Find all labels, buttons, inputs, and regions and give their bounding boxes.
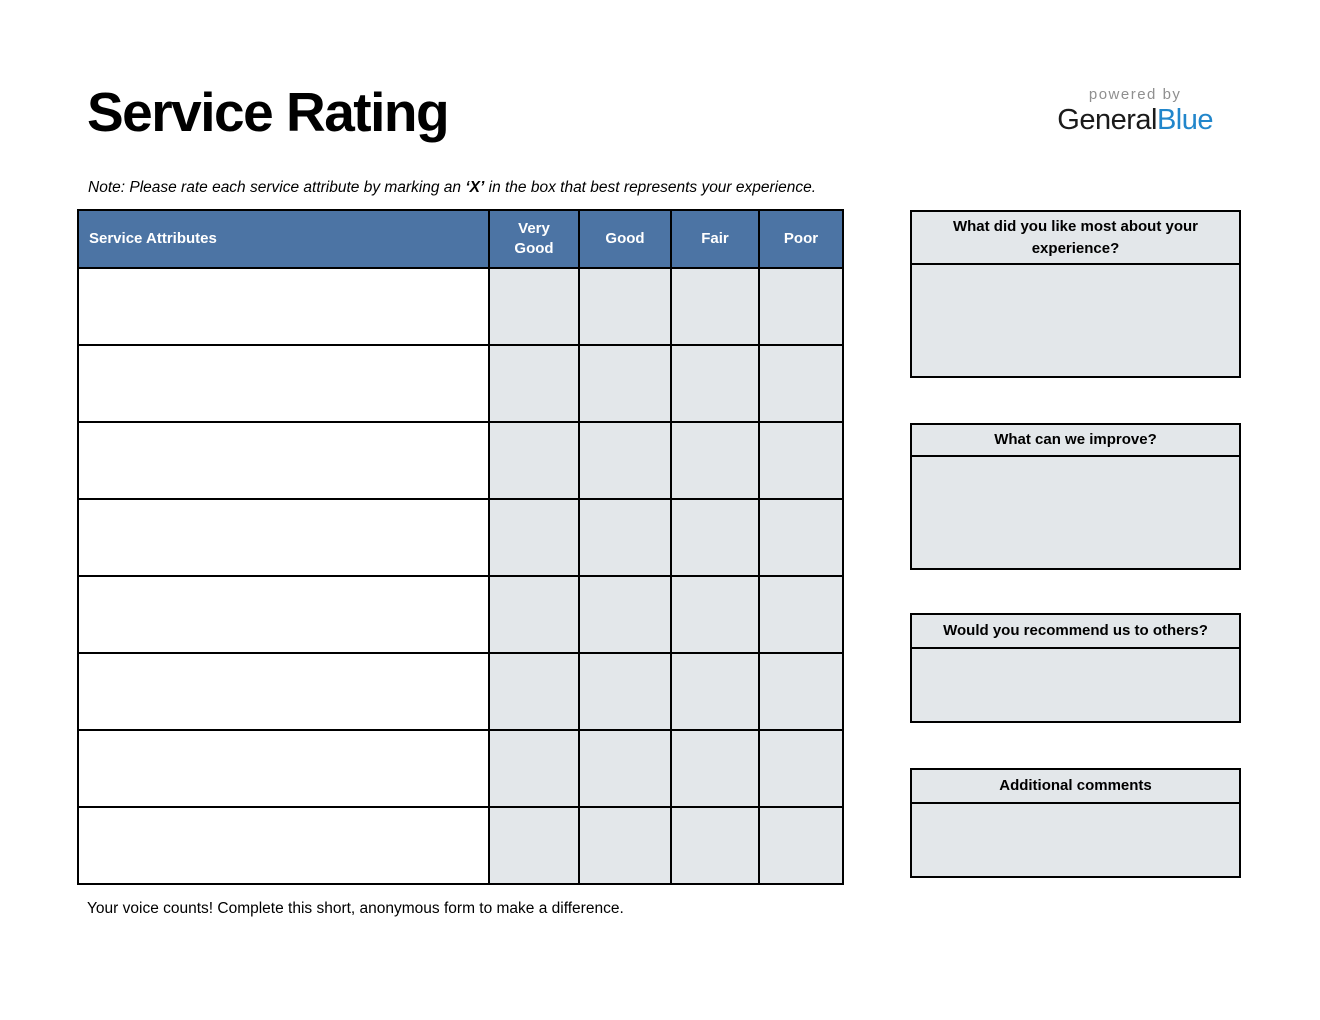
rating-cell-fair[interactable] (670, 344, 760, 423)
column-header-fair: Fair (670, 209, 760, 269)
powered-by-label: powered by (1088, 86, 1182, 103)
table-header-row: Service Attributes Very Good Good Fair P… (77, 209, 844, 269)
attribute-cell[interactable] (77, 267, 490, 346)
rating-cell-poor[interactable] (758, 267, 844, 346)
table-row (77, 729, 844, 808)
note-emphasis: ‘X’ (465, 179, 485, 196)
table-row (77, 421, 844, 500)
table-row (77, 575, 844, 654)
rating-cell-fair[interactable] (670, 729, 760, 808)
attribute-cell[interactable] (77, 575, 490, 654)
answer-area-like-most[interactable] (912, 265, 1239, 376)
rating-cell-poor[interactable] (758, 729, 844, 808)
rating-cell-fair[interactable] (670, 421, 760, 500)
page-title: Service Rating (87, 81, 450, 143)
column-header-service-attributes: Service Attributes (77, 209, 490, 269)
question-box-like-most: What did you like most about your experi… (910, 210, 1241, 378)
note-suffix: in the box that best represents your exp… (484, 179, 817, 196)
rating-cell-poor[interactable] (758, 421, 844, 500)
attribute-cell[interactable] (77, 729, 490, 808)
table-row (77, 498, 844, 577)
note-prefix: Note: Please rate each service attribute… (88, 179, 466, 196)
rating-cell-fair[interactable] (670, 652, 760, 731)
question-box-recommend: Would you recommend us to others? (910, 613, 1241, 723)
question-box-additional-comments: Additional comments (910, 768, 1241, 878)
rating-cell-poor[interactable] (758, 575, 844, 654)
rating-cell-poor[interactable] (758, 498, 844, 577)
rating-cell-very-good[interactable] (488, 575, 580, 654)
rating-cell-good[interactable] (578, 344, 672, 423)
rating-cell-fair[interactable] (670, 267, 760, 346)
service-rating-table: Service Attributes Very Good Good Fair P… (77, 209, 844, 885)
rating-cell-poor[interactable] (758, 344, 844, 423)
attribute-cell[interactable] (77, 421, 490, 500)
question-box-title: Would you recommend us to others? (912, 615, 1239, 649)
rating-cell-good[interactable] (578, 652, 672, 731)
rating-cell-very-good[interactable] (488, 267, 580, 346)
question-box-title: What did you like most about your experi… (912, 212, 1239, 265)
rating-cell-very-good[interactable] (488, 806, 580, 885)
rating-cell-fair[interactable] (670, 575, 760, 654)
rating-cell-very-good[interactable] (488, 421, 580, 500)
rating-cell-good[interactable] (578, 421, 672, 500)
brand-name-general: General (1057, 104, 1157, 136)
attribute-cell[interactable] (77, 806, 490, 885)
brand-name-blue: Blue (1156, 104, 1214, 136)
rating-cell-good[interactable] (578, 806, 672, 885)
service-table-body (77, 267, 844, 885)
rating-cell-very-good[interactable] (488, 498, 580, 577)
rating-cell-very-good[interactable] (488, 344, 580, 423)
rating-cell-very-good[interactable] (488, 729, 580, 808)
brand-logo: powered by GeneralBlue (1057, 86, 1213, 137)
column-header-poor: Poor (758, 209, 844, 269)
rating-cell-good[interactable] (578, 498, 672, 577)
answer-area-recommend[interactable] (912, 649, 1239, 721)
footer-note: Your voice counts! Complete this short, … (87, 900, 624, 917)
question-box-title: Additional comments (912, 770, 1239, 804)
rating-cell-fair[interactable] (670, 806, 760, 885)
answer-area-additional-comments[interactable] (912, 804, 1239, 876)
answer-area-improve[interactable] (912, 457, 1239, 568)
question-box-improve: What can we improve? (910, 423, 1241, 570)
rating-cell-good[interactable] (578, 575, 672, 654)
table-row (77, 652, 844, 731)
rating-cell-good[interactable] (578, 267, 672, 346)
note-text: Note: Please rate each service attribute… (88, 179, 816, 197)
rating-cell-fair[interactable] (670, 498, 760, 577)
attribute-cell[interactable] (77, 344, 490, 423)
rating-cell-good[interactable] (578, 729, 672, 808)
question-box-title: What can we improve? (912, 425, 1239, 457)
attribute-cell[interactable] (77, 652, 490, 731)
rating-cell-poor[interactable] (758, 652, 844, 731)
table-row (77, 806, 844, 885)
table-row (77, 344, 844, 423)
column-header-very-good: Very Good (488, 209, 580, 269)
rating-cell-very-good[interactable] (488, 652, 580, 731)
table-row (77, 267, 844, 346)
attribute-cell[interactable] (77, 498, 490, 577)
brand-name: GeneralBlue (1057, 104, 1214, 137)
rating-cell-poor[interactable] (758, 806, 844, 885)
column-header-good: Good (578, 209, 672, 269)
